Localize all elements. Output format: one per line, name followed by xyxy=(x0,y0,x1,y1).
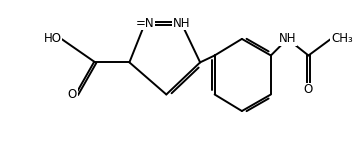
Text: HO: HO xyxy=(43,32,62,45)
Text: NH: NH xyxy=(279,32,296,45)
Text: O: O xyxy=(68,88,77,101)
Text: O: O xyxy=(304,83,313,96)
Text: =N: =N xyxy=(136,17,154,30)
Text: NH: NH xyxy=(173,17,190,30)
Text: CH₃: CH₃ xyxy=(331,32,353,45)
